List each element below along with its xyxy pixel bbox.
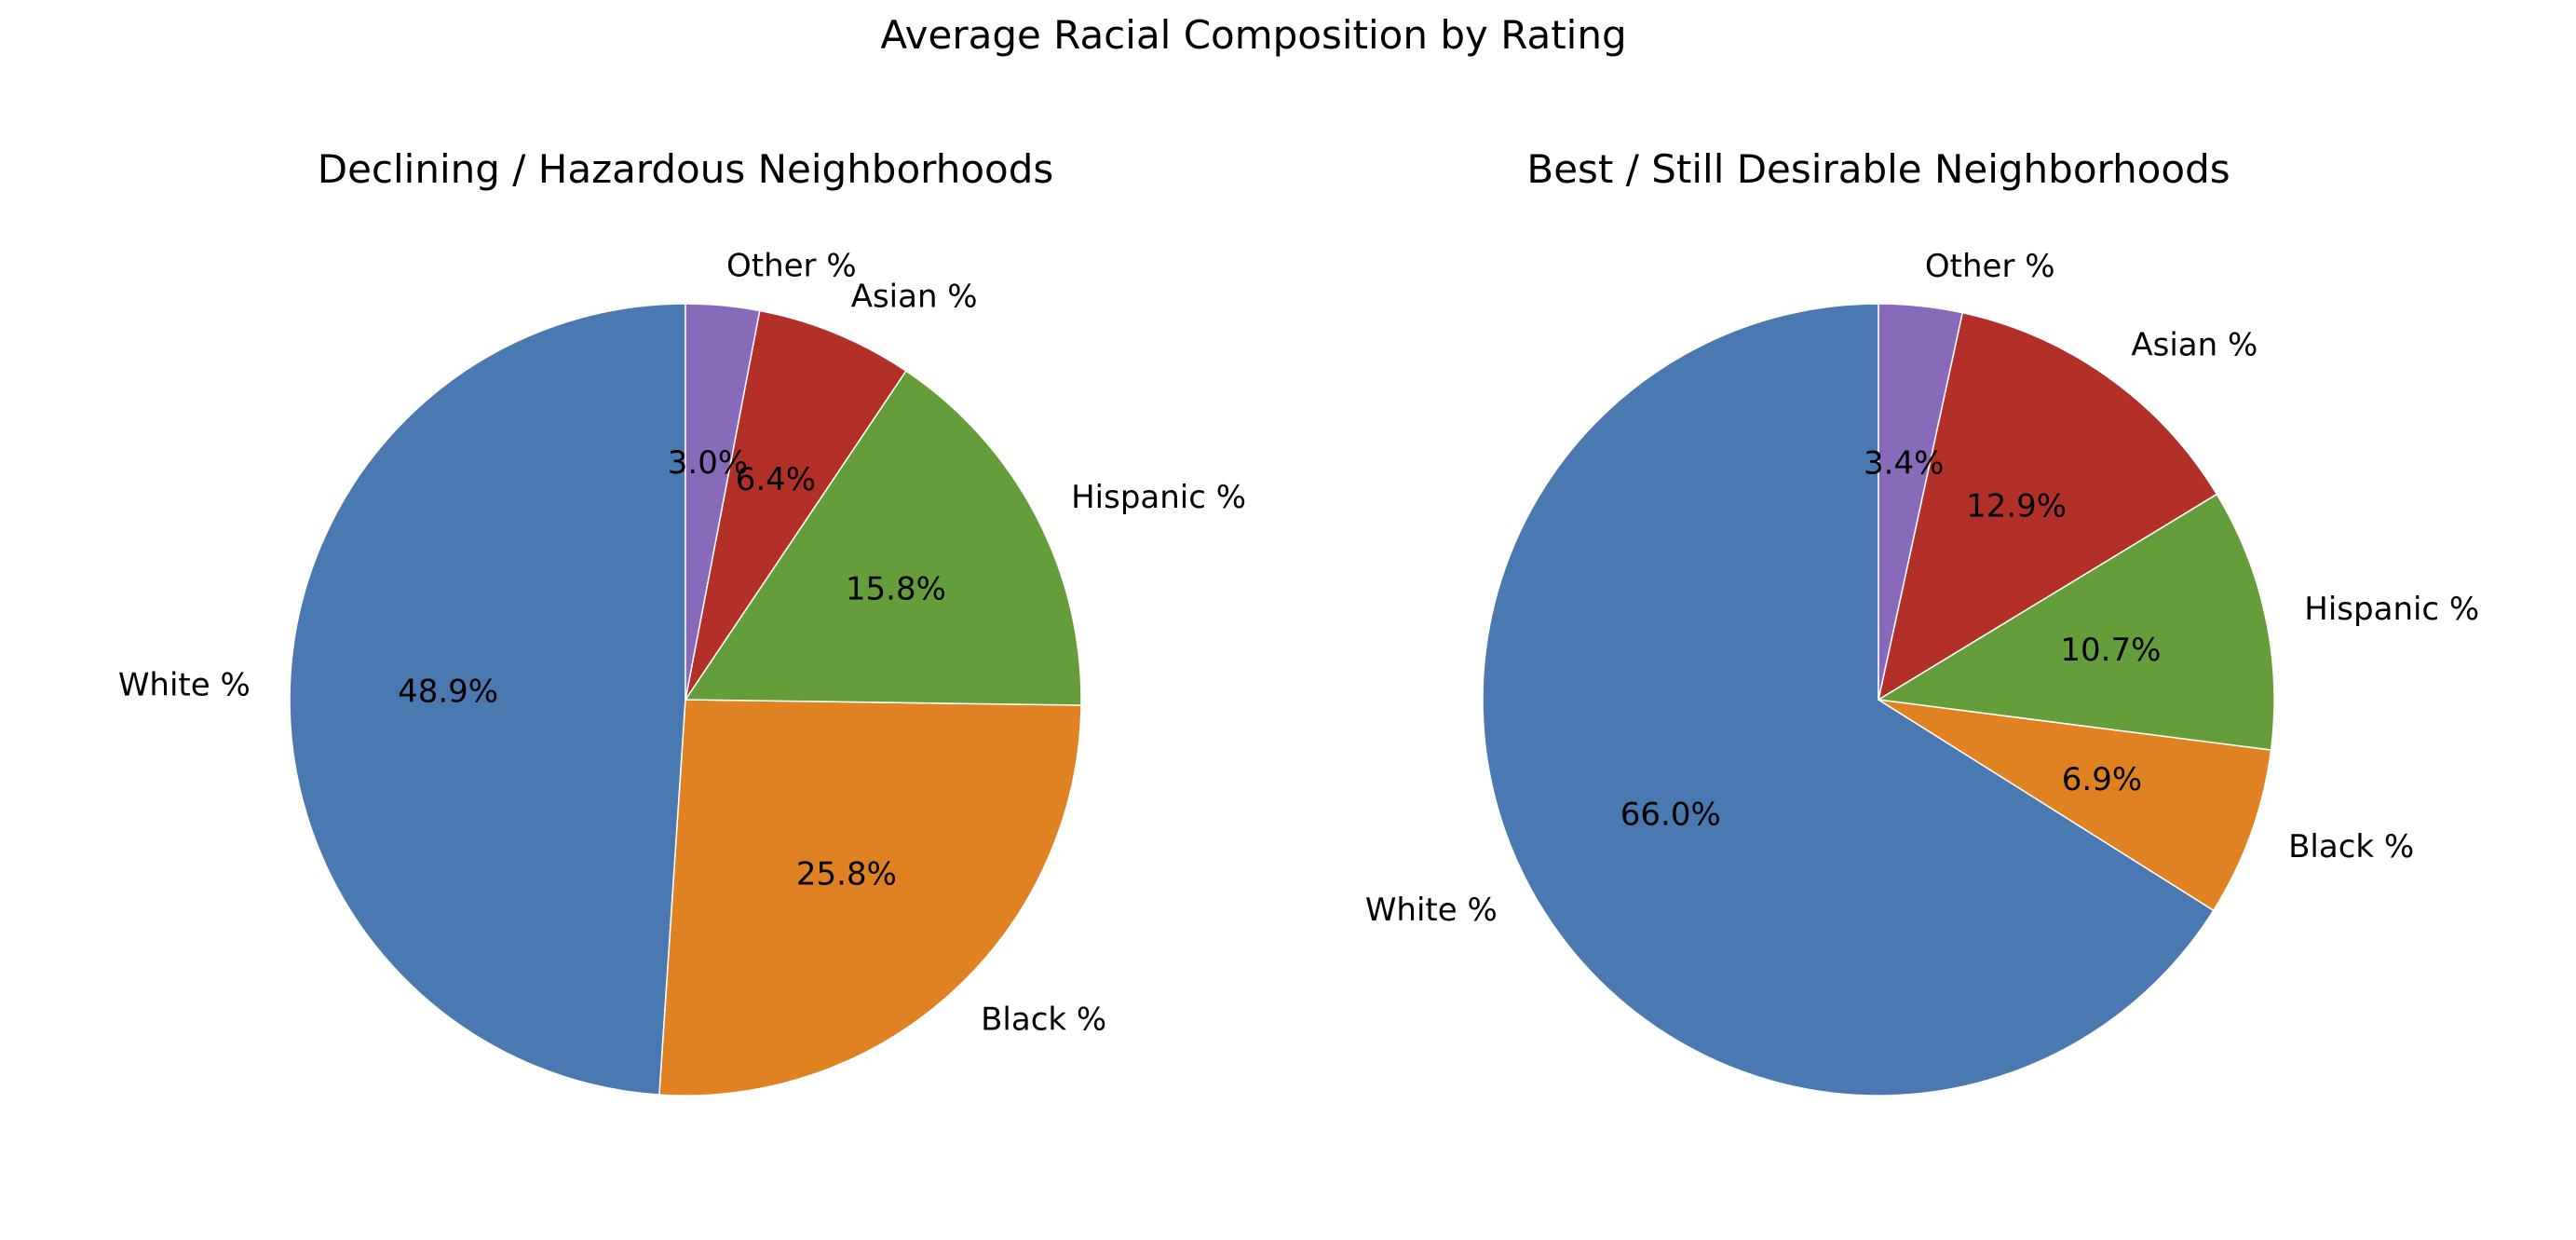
pie-wedges [1482,303,2275,1097]
percent-label-hispanic: 10.7% [2060,632,2161,669]
percent-label-asian: 6.4% [736,461,816,498]
pie-title: Declining / Hazardous Neighborhoods [318,146,1054,192]
pie-slice-other [1878,303,1963,701]
percent-label-white: 66.0% [1620,796,1721,833]
pie-percent-labels: 66.0% 6.9% 10.7% 12.9% 3.4% [1620,445,2162,834]
percent-label-asian: 12.9% [1966,487,2067,525]
slice-label-asian: Asian % [2131,326,2257,363]
slice-label-other: Other % [726,248,857,285]
pie-slice-hispanic [1878,493,2275,751]
pie-slice-white [1482,303,2215,1097]
pie-chart-declining-hazardous: Declining / Hazardous Neighborhoods Whit… [118,146,1246,1097]
percent-label-black: 25.8% [796,855,897,893]
pie-slice-asian [1878,311,2218,701]
percent-label-other: 3.4% [1864,445,1944,483]
slice-label-hispanic: Hispanic % [2304,591,2479,628]
pie-chart-best-still-desirable: Best / Still Desirable Neighborhoods Whi… [1365,146,2479,1097]
percent-label-black: 6.9% [2062,761,2142,798]
slice-label-asian: Asian % [851,279,978,316]
pie-title: Best / Still Desirable Neighborhoods [1526,146,2230,192]
slice-label-black: Black % [2288,828,2414,865]
pie-slice-asian [685,309,907,701]
slice-label-other: Other % [1925,248,2055,285]
slice-label-white: White % [1365,892,1498,929]
percent-label-other: 3.0% [668,444,748,482]
slice-label-black: Black % [981,1002,1106,1039]
pie-percent-labels: 48.9% 25.8% 15.8% 6.4%3.0% [398,444,946,893]
percent-label-hispanic: 15.8% [846,571,946,608]
slice-label-hispanic: Hispanic % [1071,479,1246,516]
pie-slice-labels: White % Black % Hispanic % Asian %Other % [118,248,1246,1039]
figure-suptitle: Average Racial Composition by Rating [880,12,1626,58]
pie-slice-labels: White % Black % Hispanic % Asian % Other % [1365,248,2479,929]
pie-slice-black [1878,699,2272,911]
pie-slice-other [685,303,761,701]
pie-slice-white [289,303,686,1096]
pie-wedges [289,303,1082,1097]
pie-slice-black [658,699,1082,1097]
percent-label-white: 48.9% [398,674,498,711]
pie-slice-hispanic [685,370,1082,706]
slice-label-white: White % [118,667,251,704]
